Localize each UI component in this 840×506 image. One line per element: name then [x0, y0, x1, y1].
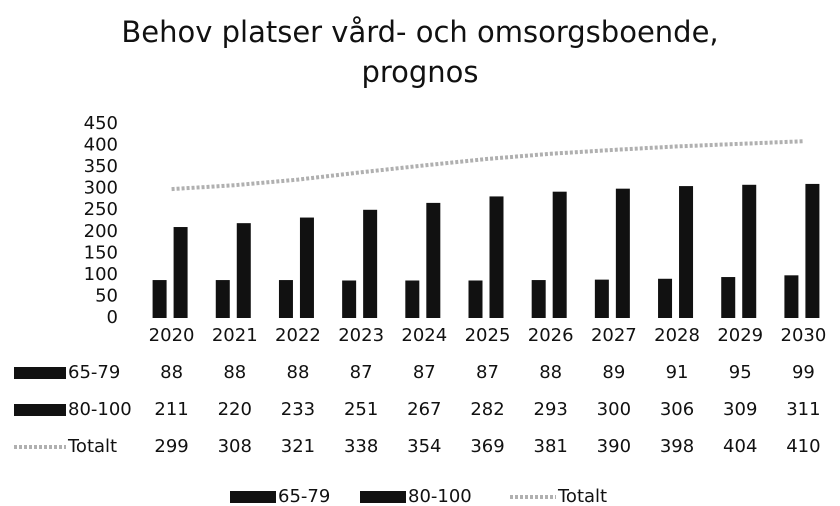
- table-cell: 267: [407, 399, 441, 420]
- table-cell: 381: [534, 436, 568, 457]
- bar: [531, 280, 546, 318]
- x-tick-label: 2029: [717, 325, 763, 346]
- table-cell: 220: [218, 399, 252, 420]
- bar: [742, 184, 757, 318]
- legend-key: [360, 491, 406, 503]
- bar: [215, 280, 230, 318]
- line: [171, 139, 804, 192]
- legend-key: [230, 491, 276, 503]
- table-row-label: 80-100: [68, 399, 132, 420]
- x-tick-label: 2027: [591, 325, 637, 346]
- table-cell: 311: [786, 399, 820, 420]
- table-cell: 211: [154, 399, 188, 420]
- table-legend-key: [14, 367, 66, 379]
- bar: [489, 196, 504, 318]
- bar: [594, 279, 609, 318]
- table-cell: 87: [476, 362, 499, 383]
- table-cell: 87: [413, 362, 436, 383]
- bar: [299, 217, 314, 318]
- legend-label: Totalt: [557, 486, 607, 506]
- table-cell: 300: [597, 399, 631, 420]
- table-row-label: 65-79: [68, 362, 120, 383]
- table-cell: 308: [218, 436, 252, 457]
- x-tick-label: 2022: [275, 325, 321, 346]
- table-cell: 338: [344, 436, 378, 457]
- table-cell: 321: [281, 436, 315, 457]
- bar: [342, 280, 357, 318]
- bar: [363, 209, 378, 318]
- table-cell: 251: [344, 399, 378, 420]
- table-cell: 99: [792, 362, 815, 383]
- table-cell: 390: [597, 436, 631, 457]
- table-cell: 89: [602, 362, 625, 383]
- table-cell: 87: [350, 362, 373, 383]
- y-tick-label: 450: [84, 113, 118, 134]
- y-tick-label: 250: [84, 199, 118, 220]
- table-cell: 398: [660, 436, 694, 457]
- chart-title: Behov platser vård- och omsorgsboende, p…: [121, 15, 719, 89]
- table-cell: 91: [666, 362, 689, 383]
- table-cell: 306: [660, 399, 694, 420]
- table-cell: 233: [281, 399, 315, 420]
- x-tick-label: 2030: [781, 325, 827, 346]
- bar: [805, 183, 820, 318]
- bar: [236, 223, 251, 318]
- table-legend-key: [14, 404, 66, 416]
- legend-label: 80-100: [408, 486, 472, 506]
- table-row-label: Totalt: [67, 436, 117, 457]
- y-tick-label: 400: [84, 135, 118, 156]
- table-cell: 410: [786, 436, 820, 457]
- table-cell: 354: [407, 436, 441, 457]
- y-tick-label: 150: [84, 242, 118, 263]
- table-cell: 88: [160, 362, 183, 383]
- x-tick-label: 2021: [212, 325, 258, 346]
- y-tick-label: 350: [84, 156, 118, 177]
- y-tick-label: 50: [95, 285, 118, 306]
- x-tick-label: 2020: [149, 325, 195, 346]
- x-tick-label: 2024: [401, 325, 447, 346]
- y-tick-label: 200: [84, 221, 118, 242]
- table-cell: 309: [723, 399, 757, 420]
- bar: [552, 191, 567, 318]
- bar: [784, 275, 799, 318]
- y-tick-label: 100: [84, 264, 118, 285]
- table-cell: 88: [223, 362, 246, 383]
- bar: [658, 278, 673, 318]
- table-cell: 88: [287, 362, 310, 383]
- x-tick-label: 2025: [465, 325, 511, 346]
- bar: [173, 227, 188, 318]
- bar: [152, 280, 167, 318]
- table-cell: 95: [729, 362, 752, 383]
- x-tick-label: 2023: [338, 325, 384, 346]
- bar: [721, 277, 736, 318]
- bar: [405, 280, 420, 318]
- bar: [615, 188, 630, 318]
- x-tick-label: 2026: [528, 325, 574, 346]
- table-cell: 299: [154, 436, 188, 457]
- table-cell: 293: [534, 399, 568, 420]
- legend-label: 65-79: [278, 486, 330, 506]
- bar: [426, 202, 441, 318]
- bar: [468, 280, 483, 318]
- y-tick-label: 300: [84, 178, 118, 199]
- table-cell: 369: [470, 436, 504, 457]
- y-tick-label: 0: [107, 307, 118, 328]
- table-cell: 404: [723, 436, 757, 457]
- table-cell: 282: [470, 399, 504, 420]
- bar: [679, 186, 694, 318]
- bar: [278, 280, 293, 318]
- x-tick-label: 2028: [654, 325, 700, 346]
- table-cell: 88: [539, 362, 562, 383]
